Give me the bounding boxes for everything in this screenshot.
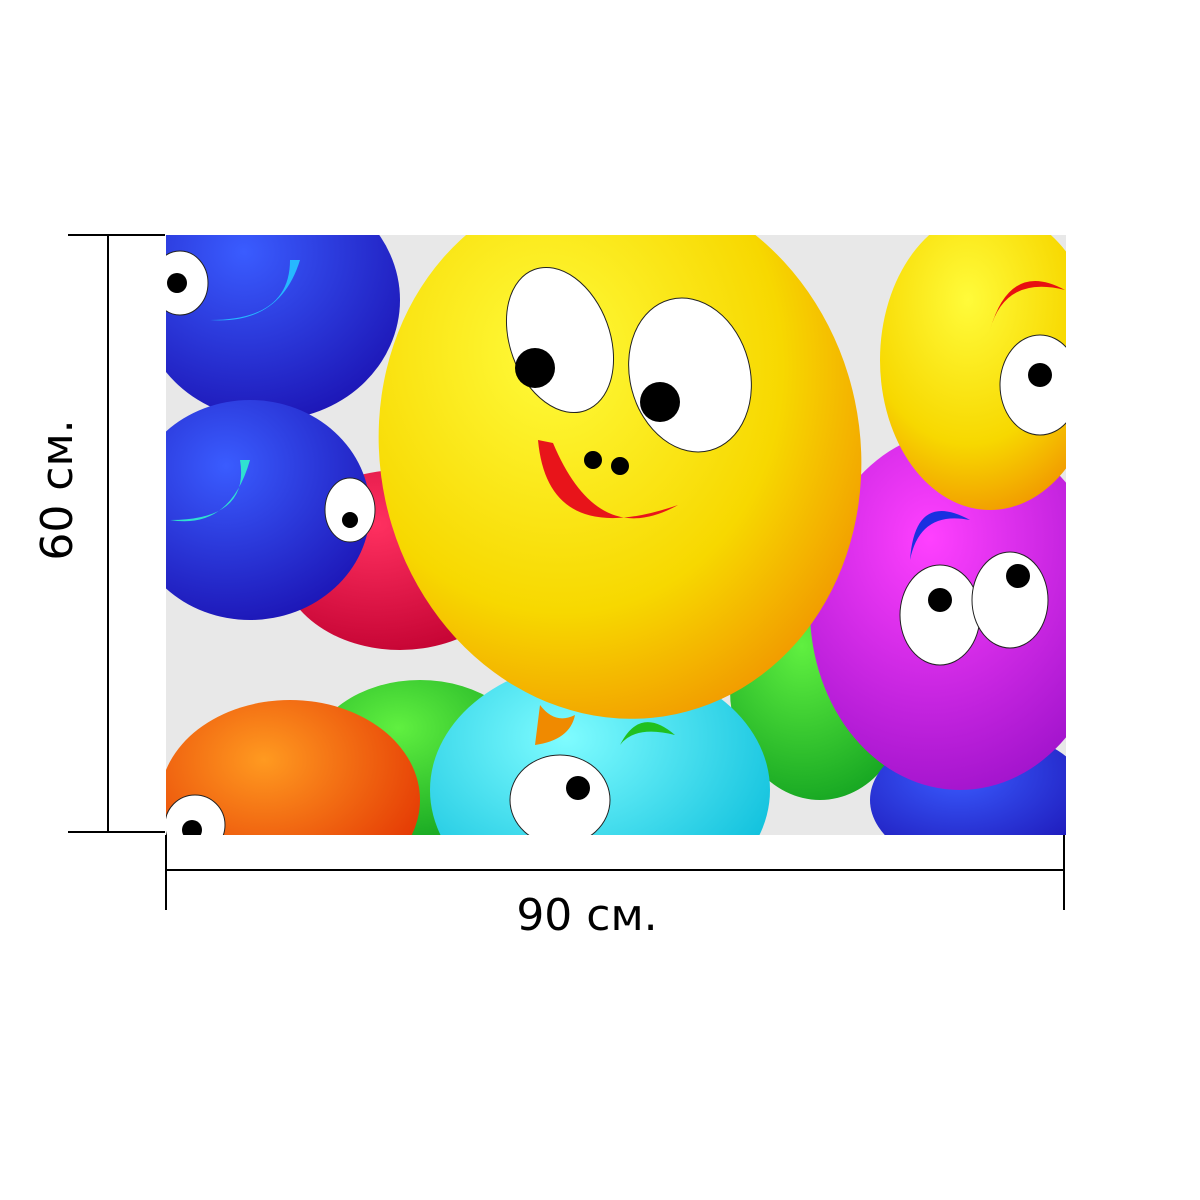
balloon-picture xyxy=(166,235,1066,835)
height-label: 60 см. xyxy=(32,419,83,560)
width-label: 90 см. xyxy=(516,890,657,941)
height-dimension: 60 см. xyxy=(32,234,165,833)
width-dimension: 90 см. xyxy=(165,835,1065,941)
